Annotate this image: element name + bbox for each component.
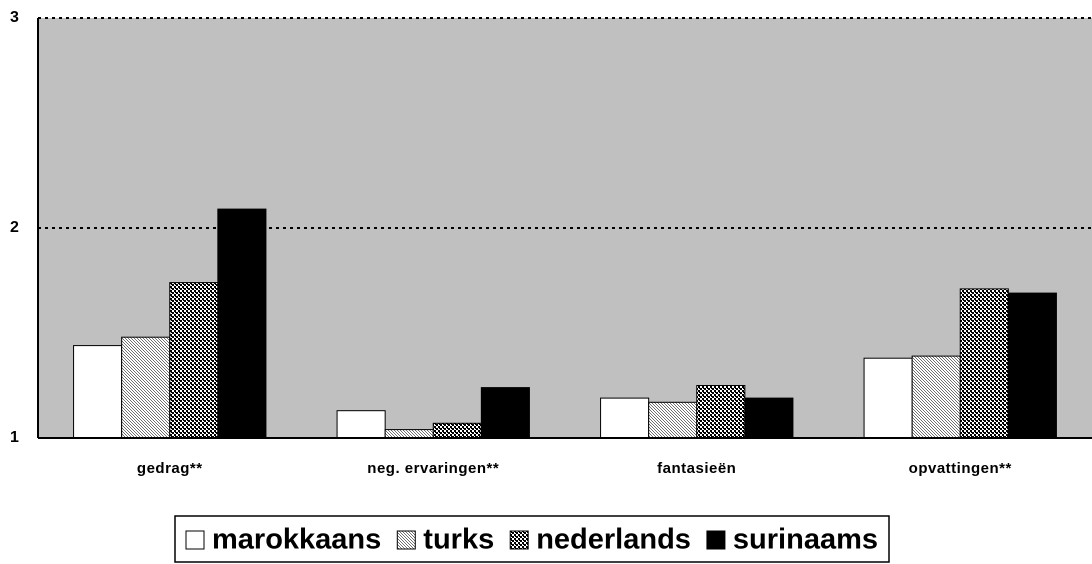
- x-tick-label: neg. ervaringen**: [367, 460, 499, 477]
- bar: [432, 422, 482, 439]
- x-tick-label: fantasieën: [657, 460, 736, 477]
- bar: [696, 385, 746, 439]
- bar: [217, 208, 267, 439]
- bar: [384, 429, 434, 439]
- legend: [174, 515, 890, 563]
- y-tick-label: 2: [10, 219, 19, 236]
- bar: [73, 345, 123, 439]
- legend-swatch: [185, 530, 205, 550]
- legend-label: turks: [423, 524, 494, 556]
- legend-swatch: [706, 530, 726, 550]
- bar: [648, 401, 698, 439]
- legend-label: marokkaans: [212, 524, 381, 556]
- bar: [600, 397, 650, 439]
- x-tick-label: gedrag**: [137, 460, 203, 477]
- legend-swatch: [509, 530, 529, 550]
- y-tick-label: 3: [10, 9, 19, 26]
- bar: [1007, 292, 1057, 439]
- bar: [121, 336, 171, 439]
- x-tick-label: opvattingen**: [909, 460, 1012, 477]
- legend-label: nederlands: [536, 524, 691, 556]
- bar: [169, 282, 219, 439]
- bar: [480, 387, 530, 439]
- bar: [744, 397, 794, 439]
- bar: [863, 357, 913, 439]
- bar: [911, 355, 961, 439]
- legend-label: surinaams: [733, 524, 878, 556]
- legend-swatch: [396, 530, 416, 550]
- y-tick-label: 1: [10, 429, 19, 446]
- bar: [959, 288, 1009, 439]
- bar: [336, 410, 386, 439]
